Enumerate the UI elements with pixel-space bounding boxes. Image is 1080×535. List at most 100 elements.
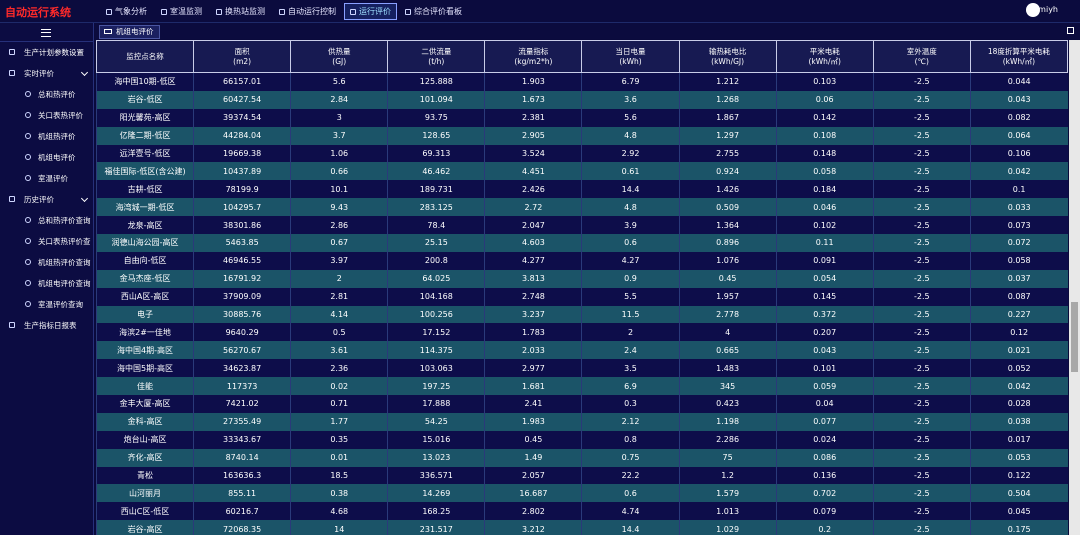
table-row[interactable]: 海中国10期-低区 66157.01 5.6 125.888 1.903 6.79 1.21… [96,72,1068,91]
table-cell: 海湾城一期-低区 [96,198,194,217]
table-cell: 11.5 [581,305,680,324]
column-header: 二供流量 (t/h) [387,40,486,73]
avatar[interactable] [1026,3,1040,17]
column-header: 室外温度 (℃) [872,40,971,73]
table-cell: 2.047 [484,216,582,235]
table-row[interactable]: 海湾城一期-低区 104295.7 9.43 283.125 2.72 4.8 0.509 0… [96,198,1068,217]
nav-item[interactable]: 气象分析 [100,3,153,20]
nav-label: 室温监测 [170,7,202,16]
table-row[interactable]: 西山A区-高区 37909.09 2.81 104.168 2.748 5.5 1.957 0… [96,287,1068,306]
table-row[interactable]: 佳能 117373 0.02 197.25 1.681 6.9 345 0.059 -2.5 0.… [96,377,1068,396]
table-cell: 0.079 [775,502,874,521]
table-row[interactable]: 龙泉-高区 38301.86 2.86 78.4 2.047 3.9 1.364 0.102-… [96,216,1068,235]
side-sub[interactable]: 机组电评价 [0,147,93,168]
table-cell: 3.97 [290,251,388,270]
table-cell: 海滨2#一佳地 [96,323,194,342]
table-cell: 103.063 [387,359,485,378]
table-cell: 0.45 [678,269,777,288]
table-row[interactable]: 自由向-低区 46946.55 3.97 200.8 4.277 4.27 1.076 0.0… [96,251,1068,270]
table-cell: -2.5 [872,520,971,535]
scroll-thumb[interactable] [1071,302,1078,372]
table-row[interactable]: 海滨2#一佳地 9640.29 0.5 17.152 1.783 2 4 0.207 -2.5 0… [96,323,1068,342]
nav-item[interactable]: 运行评价 [344,3,397,20]
nav-item[interactable]: 自动运行控制 [273,3,342,20]
column-header: 当日电量 (kWh) [581,40,680,73]
side-item[interactable]: 生产计划参数设置 [0,42,93,63]
table-cell: 0.042 [969,377,1068,396]
table-cell: 2.778 [678,305,777,324]
table-cell: -2.5 [872,108,971,127]
table-cell: 14.269 [387,484,485,503]
table-cell: -2.5 [872,216,971,235]
column-header: 平米电耗 (kWh/㎡) [775,40,874,73]
table-row[interactable]: 海中国5期-高区 34623.87 2.36 103.063 2.977 3.5 1.483… [96,359,1068,378]
nav: 气象分析 室温监测 换热站监测 自动运行控制 运行评价 综合评价看板 [100,3,468,20]
table-row[interactable]: 金马杰座-低区 16791.92 2 64.025 3.813 0.9 0.45 0.054-… [96,269,1068,288]
side-item[interactable]: 生产指标日报表 [0,315,93,336]
side-sub[interactable]: 总和热评价查询 [0,210,93,231]
side-sub[interactable]: 室温评价 [0,168,93,189]
side-sub[interactable]: 关口表热评价查 [0,231,93,252]
column-header: 面积 (m2) [193,40,292,73]
side-item[interactable]: 历史评价 [0,189,93,210]
side-sub[interactable]: 机组热评价查询 [0,252,93,273]
table-cell: 104.168 [387,287,485,306]
table-row[interactable]: 远洋壹号-低区 19669.38 1.06 69.313 3.524 2.92 2.755 0… [96,144,1068,163]
table-cell: 0.5 [290,323,388,342]
table-cell: -2.5 [872,430,971,449]
fullscreen-button[interactable] [1067,27,1074,34]
table-cell: 100.256 [387,305,485,324]
table-row[interactable]: 海中国4期-高区 56270.67 3.61 114.375 2.033 2.4 0.665… [96,341,1068,360]
table-row[interactable]: 山河丽月 855.11 0.38 14.269 16.687 0.6 1.579 0.702-… [96,484,1068,503]
nav-item[interactable]: 综合评价看板 [399,3,468,20]
side-sub[interactable]: 关口表热评价 [0,105,93,126]
side-sub-label: 机组热评价 [38,132,76,141]
table-row[interactable]: 金丰大厦-高区 7421.02 0.71 17.888 2.41 0.3 0.423 0.04… [96,395,1068,413]
table-cell: 17.152 [387,323,485,342]
user-name[interactable]: miyh [1038,5,1058,14]
table-cell: 75 [678,448,777,467]
menu-toggle[interactable] [0,23,93,42]
tab[interactable]: 机组电评价 [99,25,160,39]
column-unit: (kWh/㎡) [1002,56,1036,66]
side-item[interactable]: 实时评价 [0,63,93,84]
table-cell: 0.017 [969,430,1068,449]
table-row[interactable]: 润德山海公园-高区 5463.85 0.67 25.15 4.603 0.6 0.896 0.… [96,234,1068,252]
side-label: 实时评价 [24,69,54,78]
table-cell: 0.02 [290,377,388,396]
table-row[interactable]: 齐化-高区 8740.14 0.01 13.023 1.49 0.75 75 0.086 -2.… [96,448,1068,467]
column-name: 面积 [234,46,250,56]
side-sub[interactable]: 机组电评价查询 [0,273,93,294]
table-cell: 1.029 [678,520,777,535]
table-cell: 0.086 [775,448,874,467]
table-cell: 0.11 [775,234,874,252]
table-row[interactable]: 青松 163636.3 18.5 336.571 2.057 22.2 1.2 0.136 -2… [96,466,1068,485]
table-cell: 3.237 [484,305,582,324]
scrollbar[interactable] [1069,40,1080,535]
side-sub[interactable]: 机组热评价 [0,126,93,147]
table-row[interactable]: 岩谷-低区 60427.54 2.84 101.094 1.673 3.6 1.268 0.0… [96,90,1068,109]
table-cell: 6.9 [581,377,680,396]
nav-item[interactable]: 室温监测 [155,3,208,20]
table-row[interactable]: 西山C区-低区 60216.7 4.68 168.25 2.802 4.74 1.013 0.… [96,502,1068,521]
table-cell: 13.023 [387,448,485,467]
nav-item[interactable]: 换热站监测 [210,3,271,20]
side-sub[interactable]: 室温评价查询 [0,294,93,315]
column-name: 二供流量 [421,46,452,56]
icon [9,196,15,202]
table-row[interactable]: 古耕-低区 78199.9 10.1 189.731 2.426 14.4 1.426 0.1… [96,180,1068,199]
table-cell: -2.5 [872,72,971,91]
table-row[interactable]: 电子 30885.76 4.14 100.256 3.237 11.5 2.778 0.372… [96,305,1068,324]
table-row[interactable]: 炮台山-高区 33343.67 0.35 15.016 0.45 0.8 2.286 0.02… [96,430,1068,449]
table-cell: 60427.54 [193,90,291,109]
table-cell: 37909.09 [193,287,291,306]
table-row[interactable]: 岩谷-高区 72068.35 14 231.517 3.212 14.4 1.029 0.2-… [96,520,1068,535]
table-row[interactable]: 金科-高区 27355.49 1.77 54.25 1.983 2.12 1.198 0.07… [96,412,1068,431]
table-row[interactable]: 亿隆二期-低区 44284.04 3.7 128.65 2.905 4.8 1.297 0.1… [96,126,1068,145]
table-cell: 齐化-高区 [96,448,194,467]
table-row[interactable]: 福佳国际-低区(含公建) 10437.89 0.66 46.462 4.451 0.61 0… [96,162,1068,181]
table-cell: 197.25 [387,377,485,396]
table-row[interactable]: 阳光馨苑-高区 39374.54 3 93.75 2.381 5.6 1.867 0.142-… [96,108,1068,127]
side-sub[interactable]: 总和热评价 [0,84,93,105]
table-cell: 128.65 [387,126,485,145]
